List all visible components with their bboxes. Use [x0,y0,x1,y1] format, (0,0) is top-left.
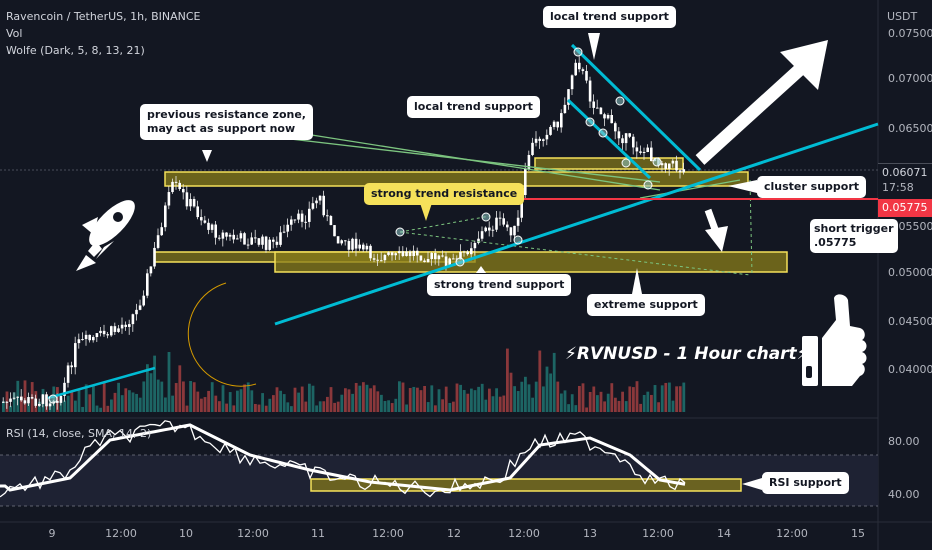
early-trend-line [47,366,156,400]
price-tick: 0.04500 [888,315,932,328]
time-axis[interactable]: 9 12:00 10 12:00 11 12:00 12 12:00 13 12:00 14 12:0… [49,527,866,540]
callout-previous-resistance: previous resistance zone, may act as sup… [140,104,313,140]
pointer-cluster-support [728,180,757,193]
wolfe-points [48,47,662,404]
time-tick: 12:00 [776,527,808,540]
extreme-support-zone [274,251,788,273]
down-arrow-icon [704,208,728,252]
pointer-prev-resistance [202,150,212,162]
local-zone [534,157,684,170]
wolfe-legend[interactable]: Wolfe (Dark, 5, 8, 13, 21) [6,44,145,57]
callout-strong-trend-support: strong trend support [427,274,572,296]
rsi-tick: 40.00 [888,488,920,501]
vol-legend[interactable]: Vol [6,27,23,40]
moon-icon [187,282,257,387]
chart-title: ⚡RVNUSD - 1 Hour chart⚡ [565,344,809,364]
wolfe-line-6 [749,179,753,276]
price-tick: 0.07000 [888,72,932,85]
callout-rsi-support: RSI support [762,472,849,494]
pointer-strong-support [476,266,486,273]
wolfe-line-4 [399,215,491,233]
pointer-rsi-support [742,478,762,490]
callout-short-trigger-line2: .05775 [814,236,857,249]
candlesticks [2,56,685,410]
up-arrow-icon [695,40,828,165]
rocket-icon [76,200,135,271]
trigger-price-tag: 0.05775 [878,199,932,217]
time-tick: 12:00 [105,527,137,540]
callout-extreme-support: extreme support [587,294,705,316]
rsi-tick: 80.00 [888,435,920,448]
price-tick: 0.05500 [888,220,932,233]
current-price-tag: 0.06071 [878,163,932,181]
pointer-extreme-support [632,268,642,294]
rsi-legend[interactable]: RSI (14, close, SMA, 14, 2) [6,427,152,440]
pointer-local-top [588,33,600,60]
local-trend-line-lower [566,98,652,180]
price-tick: 0.04000 [888,363,932,376]
time-tick: 12 [447,527,461,540]
price-axis[interactable]: 0.07500 0.07000 0.06500 0.05500 0.05000 0.045… [888,27,932,376]
wolfe-line-5 [399,231,751,276]
wolfe-line-2 [279,129,661,191]
time-tick: 12:00 [642,527,674,540]
countdown-tag: 17:58 [878,179,932,197]
time-tick: 12:00 [372,527,404,540]
pointer-strong-resistance [420,203,432,221]
price-tick: 0.06500 [888,122,932,135]
callout-previous-resistance-line2: may act as support now [147,122,296,135]
time-tick: 12:00 [508,527,540,540]
rsi-ma-line [0,423,686,492]
rsi-line [0,420,686,498]
thumbs-up-icon [802,294,867,386]
time-tick: 11 [311,527,325,540]
callout-short-trigger-line1: short trigger [814,222,894,235]
time-tick: 9 [49,527,56,540]
callout-local-trend-support-top: local trend support [543,6,676,28]
currency-label: USDT [887,10,918,23]
trend-support-line [274,122,879,326]
callout-cluster-support: cluster support [757,176,867,198]
time-tick: 15 [851,527,865,540]
callout-previous-resistance-line1: previous resistance zone, [147,108,306,121]
time-tick: 14 [717,527,731,540]
wolfe-line-3 [639,179,741,199]
time-tick: 13 [583,527,597,540]
time-tick: 10 [179,527,193,540]
symbol-legend[interactable]: Ravencoin / TetherUS, 1h, BINANCE [6,10,201,23]
price-tick: 0.05000 [888,266,932,279]
callout-short-trigger: short trigger .05775 [810,219,898,253]
callout-strong-trend-resistance: strong trend resistance [364,183,525,205]
local-trend-line-upper [570,43,702,172]
price-tick: 0.07500 [888,27,932,40]
callout-local-trend-support-mid: local trend support [407,96,540,118]
time-tick: 12:00 [237,527,269,540]
rsi-axis: 80.00 40.00 [888,435,920,501]
